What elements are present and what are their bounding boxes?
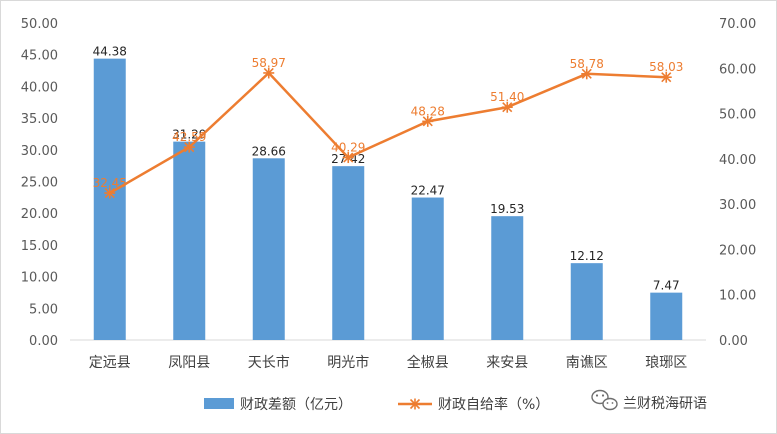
line-point (660, 71, 672, 83)
right-axis: 0.00 10.00 20.00 30.00 40.00 50.00 60.00 70.00 (719, 17, 756, 349)
right-axis-tick-label: 70.00 (719, 17, 756, 32)
bar (570, 263, 603, 340)
bar (491, 216, 524, 340)
bar (173, 141, 206, 340)
x-axis-categories: 定远县 凤阳县 天长市 明光市 全椒县 来安县 南谯区 琅琊区 (89, 354, 688, 371)
left-axis-tick-label: 30.00 (21, 144, 58, 159)
category-label: 明光市 (327, 354, 369, 371)
line-point (183, 141, 195, 153)
category-label: 南谯区 (566, 355, 608, 371)
line-point (501, 101, 513, 113)
line-value-label: 51.40 (490, 90, 524, 104)
bar (332, 166, 365, 340)
series-line (109, 71, 667, 195)
category-label: 凤阳县 (168, 355, 210, 371)
bar-value-label: 12.12 (570, 249, 604, 263)
bar-value-label: 44.38 (93, 45, 127, 59)
left-axis-tick-label: 20.00 (21, 207, 58, 222)
left-axis-tick-label: 10.00 (21, 271, 58, 286)
right-axis-tick-label: 10.00 (719, 289, 756, 304)
line-value-label: 58.03 (649, 60, 683, 74)
line-value-label: 32.45 (93, 176, 127, 190)
line-value-label: 58.78 (570, 57, 604, 71)
category-label: 来安县 (486, 355, 528, 371)
line-point (581, 68, 593, 80)
left-axis-tick-label: 5.00 (29, 302, 58, 317)
legend: 财政差额（亿元） 财政自给率（%） (204, 396, 549, 413)
line-data-labels: 32.45 42.59 58.97 40.29 48.28 51.40 58.78 58.03 (93, 56, 684, 190)
left-axis-tick-label: 45.00 (21, 49, 58, 64)
right-axis-tick-label: 60.00 (719, 62, 756, 77)
watermark: 兰财税海研语 (591, 389, 707, 412)
left-axis-tick-label: 40.00 (21, 80, 58, 95)
legend-marker-glyph (409, 398, 421, 410)
right-axis-tick-label: 30.00 (719, 198, 756, 213)
bar-value-label: 19.53 (490, 202, 524, 216)
category-label: 全椒县 (407, 354, 449, 371)
watermark-text: 兰财税海研语 (623, 396, 707, 412)
bar-value-label: 7.47 (653, 279, 680, 293)
category-label: 琅琊区 (645, 355, 687, 371)
right-axis-tick-label: 40.00 (719, 153, 756, 168)
left-axis-tick-label: 25.00 (21, 176, 58, 191)
wechat-icon (591, 389, 618, 411)
bar-series (93, 58, 683, 340)
line-value-label: 40.29 (331, 141, 365, 155)
bar (650, 292, 683, 340)
line-point (263, 67, 275, 79)
right-axis-tick-label: 20.00 (719, 243, 756, 258)
bar-value-label: 22.47 (411, 184, 445, 198)
left-axis-tick-label: 50.00 (21, 17, 58, 32)
line-point (104, 187, 116, 199)
legend-bar-label: 财政差额（亿元） (240, 397, 352, 413)
bar-value-label: 28.66 (252, 144, 286, 158)
bar (252, 158, 285, 340)
legend-line-marker (409, 398, 421, 410)
left-axis-tick-label: 35.00 (21, 112, 58, 127)
bar (411, 197, 444, 340)
legend-bar-swatch (204, 398, 234, 409)
right-axis-tick-label: 0.00 (719, 334, 748, 349)
left-axis: 0.00 5.00 10.00 15.00 20.00 25.00 30.00 35.00 40… (21, 17, 58, 349)
line-series (104, 67, 672, 199)
line-point (342, 152, 354, 164)
legend-line-label: 财政自给率（%） (438, 396, 549, 413)
line-point (422, 115, 434, 127)
line-value-label: 58.97 (252, 56, 286, 70)
left-axis-tick-label: 15.00 (21, 239, 58, 254)
bar (93, 58, 126, 340)
right-axis-tick-label: 50.00 (719, 108, 756, 123)
line-value-label: 48.28 (411, 104, 445, 118)
category-label: 天长市 (248, 354, 290, 371)
line-value-label: 42.59 (172, 130, 206, 144)
left-axis-tick-label: 0.00 (29, 334, 58, 349)
category-label: 定远县 (89, 355, 131, 371)
